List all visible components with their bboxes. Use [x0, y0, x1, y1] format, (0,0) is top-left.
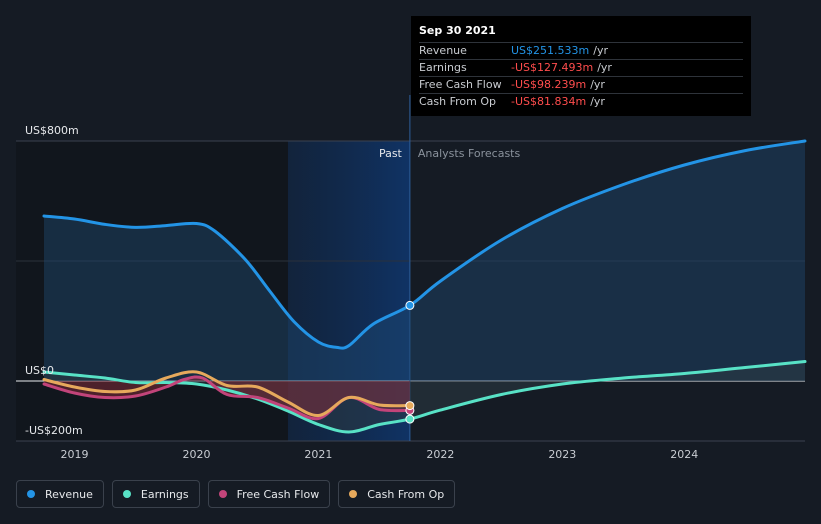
tooltip-unit: /yr	[597, 61, 612, 74]
legend-label: Earnings	[140, 487, 189, 501]
tooltip-label: Earnings	[419, 61, 467, 74]
legend-label: Cash From Op	[367, 487, 445, 501]
x-tick-label: 2024	[670, 448, 698, 461]
legend-item-revenue[interactable]: Revenue	[16, 480, 104, 508]
legend-label: Free Cash Flow	[236, 487, 320, 501]
tooltip-row-free-cash-flow: Free Cash Flow -US$98.239m /yr	[419, 76, 743, 93]
earnings-line	[42, 360, 807, 434]
x-tick-label: 2021	[304, 448, 332, 461]
legend-item-free-cash-flow[interactable]: Free Cash Flow	[207, 480, 331, 508]
y-tick-label: -US$200m	[25, 424, 83, 437]
revenue-area	[44, 141, 805, 381]
y-tick-label: US$800m	[25, 124, 79, 137]
tooltip-value: -US$81.834m	[511, 95, 587, 108]
legend-item-earnings[interactable]: Earnings	[111, 480, 200, 508]
legend-item-cash-from-op[interactable]: Cash From Op	[338, 480, 456, 508]
revenue-dot-icon	[27, 490, 35, 498]
tooltip-label: Revenue	[419, 44, 467, 57]
tooltip-panel: Sep 30 2021 Revenue US$251.533m /yr Earn…	[411, 16, 751, 116]
tooltip-unit: /yr	[593, 44, 608, 57]
tooltip-row-earnings: Earnings -US$127.493m /yr	[419, 59, 743, 76]
earnings-marker[interactable]	[405, 414, 415, 424]
tooltip-value: -US$98.239m	[511, 78, 587, 91]
free-cash-flow-dot-icon	[218, 490, 227, 498]
tooltip-label: Cash From Op	[419, 95, 497, 108]
y-tick-label: US$0	[25, 364, 54, 377]
tooltip-value: -US$127.493m	[511, 61, 594, 74]
x-tick-label: 2020	[182, 448, 210, 461]
tooltip-value: US$251.533m	[511, 44, 590, 57]
tooltip-row-cash-from-op: Cash From Op -US$81.834m /yr	[419, 93, 743, 110]
tooltip-row-revenue: Revenue US$251.533m /yr	[419, 42, 743, 59]
tooltip-date: Sep 30 2021	[419, 24, 496, 37]
cash-from-op-dot-icon	[349, 490, 358, 498]
x-tick-label: 2022	[426, 448, 454, 461]
past-label: Past	[379, 147, 403, 160]
tooltip-label: Free Cash Flow	[419, 78, 502, 91]
chart-area: US$800m US$0 -US$200m 2019 2020 2021 2022 2023 2…	[16, 95, 807, 461]
revenue-marker[interactable]	[405, 300, 415, 310]
cash-from-op-marker[interactable]	[405, 401, 415, 411]
tooltip-unit: /yr	[590, 78, 605, 91]
free-cash-flow-area	[44, 376, 410, 419]
earnings-dot-icon	[122, 490, 131, 498]
legend-label: Revenue	[45, 487, 93, 501]
revenue-line	[42, 139, 807, 350]
forecast-label: Analysts Forecasts	[418, 147, 521, 160]
x-tick-label: 2019	[61, 448, 89, 461]
cash-from-op-line	[42, 370, 412, 418]
tooltip-unit: /yr	[590, 95, 605, 108]
legend: Revenue Earnings Free Cash Flow Cash Fro…	[16, 480, 456, 508]
x-tick-label: 2023	[548, 448, 576, 461]
